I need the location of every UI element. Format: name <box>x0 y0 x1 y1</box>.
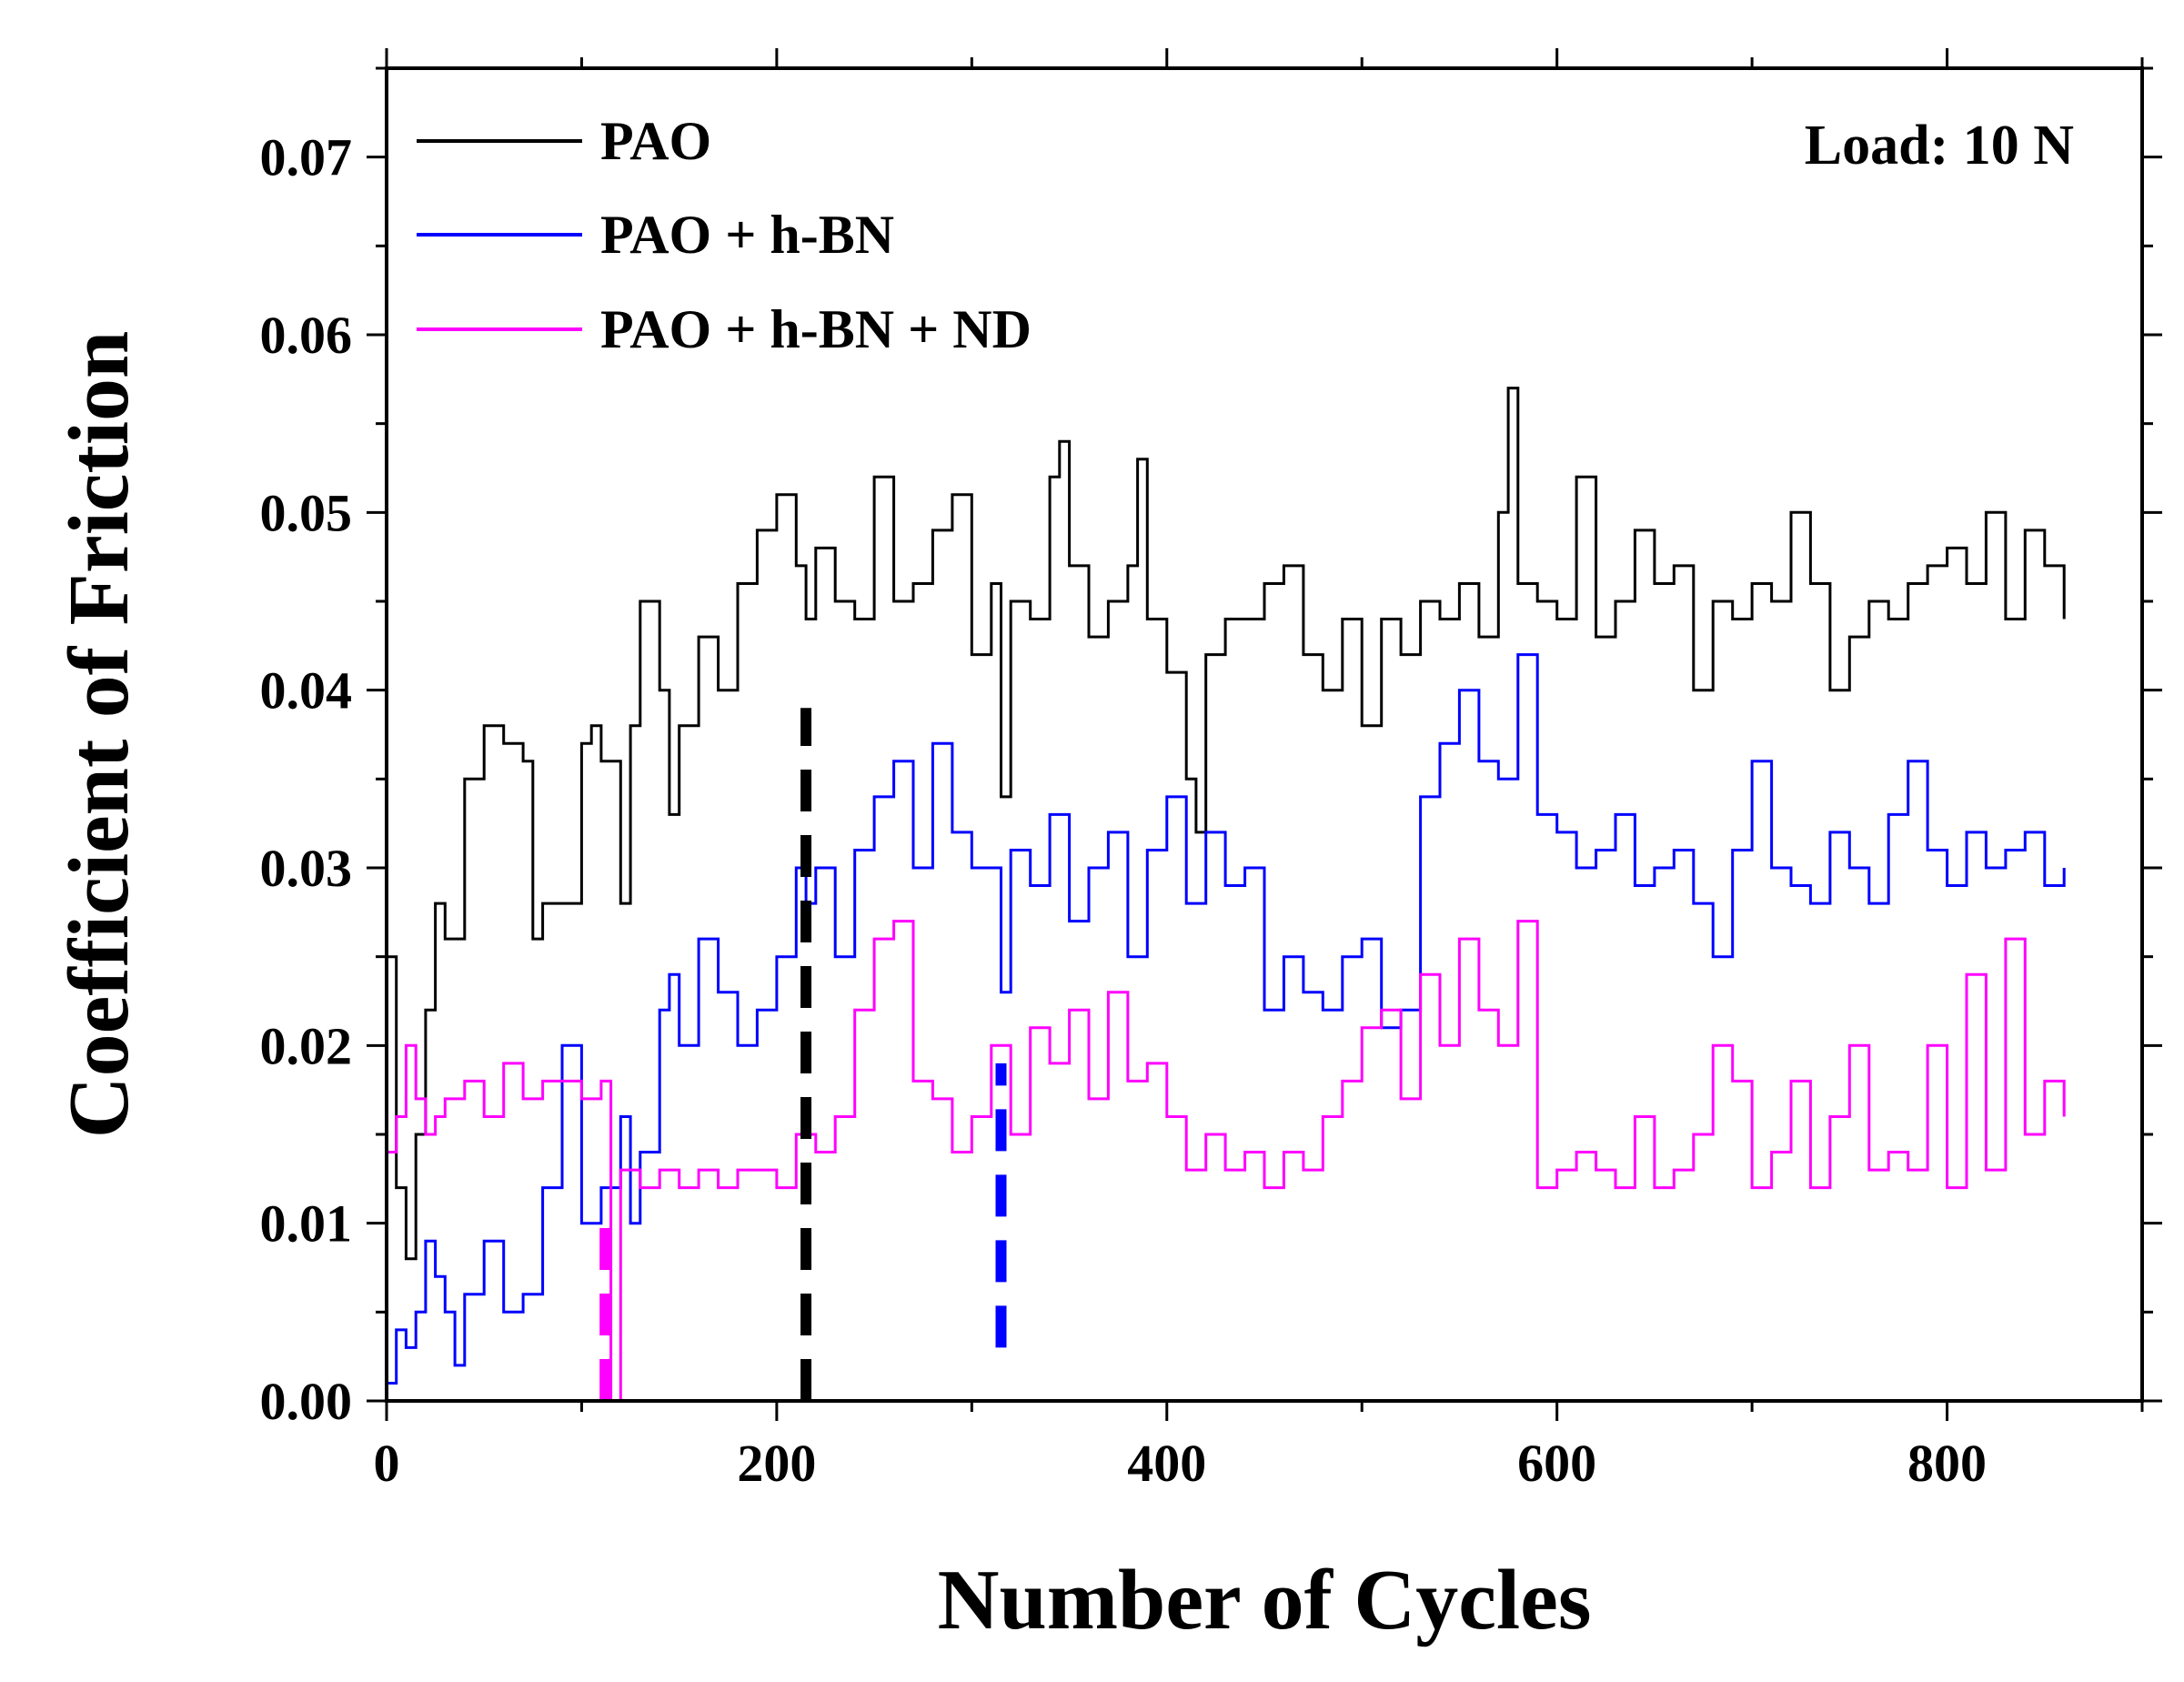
y-tick-label: 0.01 <box>260 1194 353 1254</box>
y-tick-label: 0.06 <box>260 306 353 365</box>
legend-label-pao-hbn: PAO + h-BN <box>600 205 894 265</box>
y-tick-label: 0.04 <box>260 661 353 720</box>
y-tick-label: 0.05 <box>260 483 353 542</box>
y-tick-label: 0.02 <box>260 1016 353 1075</box>
x-tick-label: 600 <box>1517 1434 1596 1493</box>
y-tick-label: 0.03 <box>260 839 353 898</box>
legend-label-pao: PAO <box>600 111 711 171</box>
y-tick-label: 0.07 <box>260 128 353 187</box>
x-tick-label: 0 <box>374 1434 400 1493</box>
load-annotation: Load: 10 N <box>1805 115 2074 176</box>
axis-ticks: 0 200 400 600 800 0.00 0.01 0.02 0.03 0.04 0.05 0.0… <box>260 48 2162 1493</box>
y-tick-label: 0.00 <box>260 1372 353 1431</box>
x-tick-label: 800 <box>1907 1434 1987 1493</box>
x-tick-label: 400 <box>1127 1434 1206 1493</box>
y-axis-title: Coefficient of Friction <box>52 331 146 1138</box>
x-axis-title: Number of Cycles <box>938 1553 1592 1647</box>
x-tick-label: 200 <box>737 1434 816 1493</box>
legend: PAO PAO + h-BN PAO + h-BN + ND <box>417 111 1032 359</box>
plot-frame <box>385 66 2144 1403</box>
series-line-pao <box>387 387 2066 1261</box>
legend-label-pao-hbn-nd: PAO + h-BN + ND <box>600 299 1032 359</box>
